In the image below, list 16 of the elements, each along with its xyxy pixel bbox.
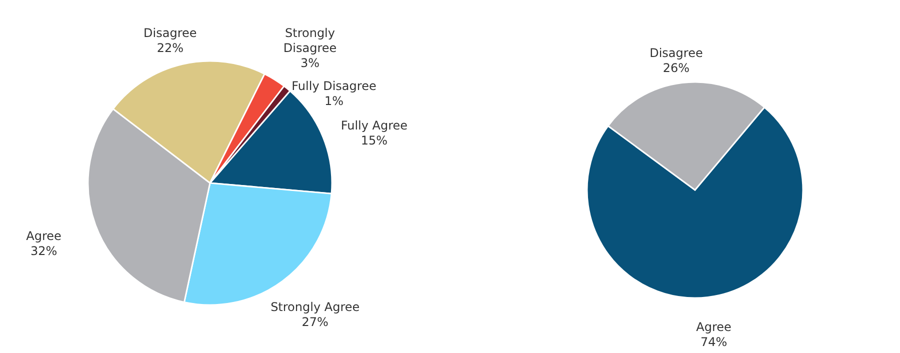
slice-label: Disagree xyxy=(650,46,703,60)
data-label: 74% xyxy=(700,335,728,350)
slice-label: Fully Agree xyxy=(340,118,408,132)
slice-label: Disagree xyxy=(144,26,197,40)
data-label: 27% xyxy=(302,314,328,329)
slice-label: Fully Disagree xyxy=(292,79,376,93)
data-label: 3% xyxy=(300,56,320,70)
data-label: 15% xyxy=(360,133,388,148)
data-label: 22% xyxy=(156,40,184,55)
data-label: 32% xyxy=(30,244,58,258)
slice-label: Strongly Agree xyxy=(270,300,360,314)
data-label: 1% xyxy=(324,94,344,108)
data-label: 26% xyxy=(662,60,690,75)
slice-label: Agree xyxy=(696,320,732,334)
slice-label: Strongly Disagree xyxy=(283,26,337,55)
slice-label: Agree xyxy=(26,229,62,244)
